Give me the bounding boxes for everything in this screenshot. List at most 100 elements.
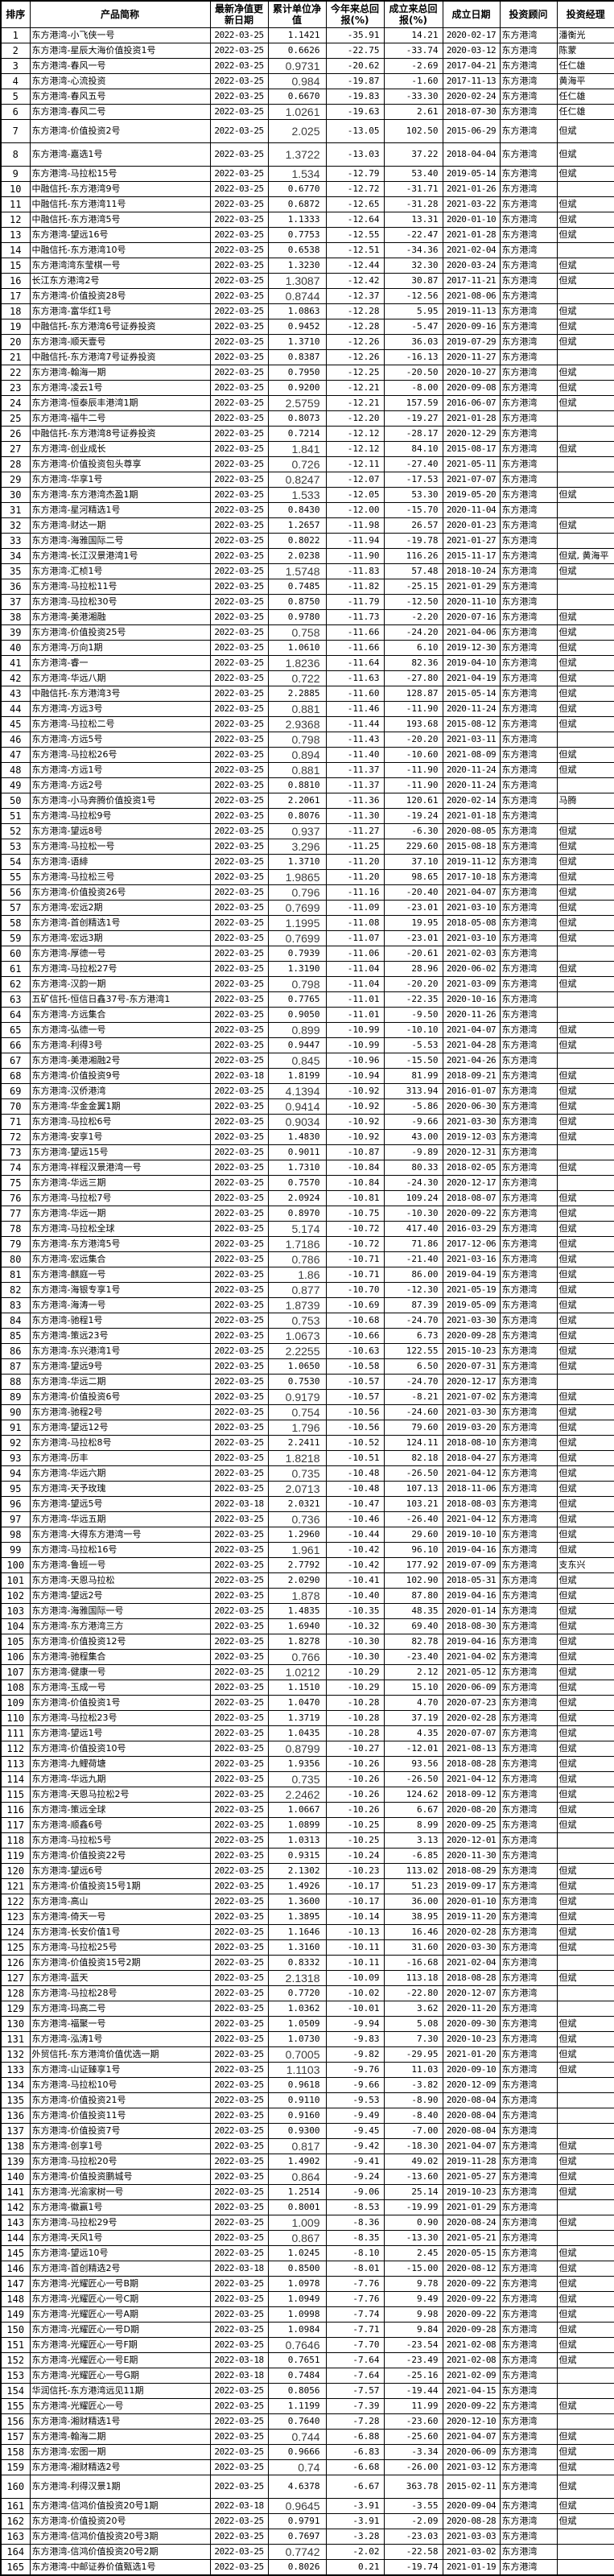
cumulative-nav-cell: 2.0924 [267,1189,327,1206]
advisor-cell: 东方港湾 [499,303,558,319]
cumulative-nav-cell: 1.961 [267,1541,327,1558]
product-name-cell: 东方港湾-凌云1号 [29,379,211,396]
ytd-return-cell: -10.96 [325,1052,385,1069]
product-name-cell: 东方港湾-创享1号 [29,2137,211,2154]
rank-cell: 70 [0,1098,31,1115]
rank-cell: 106 [0,1648,31,1665]
advisor-cell: 东方港湾 [499,1740,558,1757]
cumulative-nav-cell: 1.8218 [267,1449,327,1466]
inception-return-cell: 37.10 [383,853,443,870]
table-row: 62 东方港湾-汉韵一期 2022-03-25 0.798 -11.04 -20.20 20… [0,975,614,992]
inception-return-cell: 82.78 [383,1633,443,1650]
advisor-cell: 东方港湾 [499,1251,558,1267]
nav-update-date-cell: 2022-03-25 [209,624,269,641]
inception-return-cell: 51.23 [383,1877,443,1894]
manager-cell [556,2076,614,2093]
rank-cell: 139 [0,2153,31,2170]
inception-return-cell: 9.84 [383,2321,443,2338]
column-header-advisor: 投资顾问 [499,0,558,28]
inception-date-cell: 2017-04-21 [442,57,501,74]
product-name-cell: 东方港湾-顺鑫6号 [29,1816,211,1833]
nav-update-date-cell: 2022-03-25 [209,2397,269,2414]
cumulative-nav-cell: 0.937 [267,822,327,839]
inception-date-cell: 2020-09-30 [442,2015,501,2032]
advisor-cell: 东方港湾 [499,118,558,143]
cumulative-nav-cell: 1.0313 [267,1832,327,1849]
rank-cell: 85 [0,1327,31,1344]
nav-update-date-cell: 2022-03-25 [209,1587,269,1604]
inception-date-cell: 2020-01-10 [442,1893,501,1910]
table-row: 24 东方港湾-恒泰辰丰港湾1期 2022-03-25 2.5759 -12.21 157… [0,394,614,411]
rank-cell: 140 [0,2168,31,2185]
nav-update-date-cell: 2022-03-25 [209,960,269,977]
cumulative-nav-cell: 1.0509 [267,2015,327,2032]
rank-cell: 46 [0,731,31,748]
manager-cell: 支东兴 [556,1556,614,1573]
inception-date-cell: 2020-09-16 [442,318,501,335]
advisor-cell: 东方港湾 [499,2244,558,2261]
nav-update-date-cell: 2022-03-25 [209,1801,269,1818]
ytd-return-cell: -9.41 [325,2153,385,2170]
table-row: 116 东方港湾-策远全球 2022-03-25 1.0667 -10.26 6.67 20… [0,1801,614,1818]
inception-return-cell: -9.50 [383,1006,443,1023]
manager-cell: 任仁雄 [556,57,614,74]
nav-update-date-cell: 2022-03-18 [209,2351,269,2368]
table-row: 65 东方港湾-弘德一号 2022-03-25 0.899 -10.99 -10.10 20… [0,1021,614,1038]
advisor-cell: 东方港湾 [499,578,558,595]
advisor-cell: 东方港湾 [499,715,558,732]
ytd-return-cell: -10.92 [325,1082,385,1099]
inception-date-cell: 2021-01-18 [442,807,501,824]
cumulative-nav-cell: 1.3230 [267,257,327,274]
inception-return-cell: 19.95 [383,914,443,931]
product-name-cell: 东方港湾-湘财精选1号 [29,2413,211,2430]
cumulative-nav-cell: 0.9011 [267,1144,327,1160]
column-header-nav-update-date: 最新净值更新日期 [209,0,269,28]
nav-update-date-cell: 2022-03-25 [209,318,269,335]
advisor-cell: 东方港湾 [499,2351,558,2368]
nav-update-date-cell: 2022-03-25 [209,608,269,625]
table-row: 5 东方港湾-春风五号 2022-03-25 0.6670 -19.83 -33.30 20… [0,88,614,105]
inception-date-cell: 2020-12-09 [442,2076,501,2093]
nav-update-date-cell: 2022-03-25 [209,1052,269,1069]
inception-return-cell: 81.99 [383,1067,443,1084]
product-name-cell: 东方港湾-天恩马拉松2号 [29,1786,211,1803]
manager-cell: 但斌 [556,1388,614,1405]
table-row: 99 东方港湾-马拉松16号 2022-03-25 1.961 -10.42 96.10 2… [0,1541,614,1558]
cumulative-nav-cell: 1.3087 [267,272,327,289]
rank-cell: 43 [0,685,31,702]
ytd-return-cell: -11.37 [325,761,385,778]
table-row: 151 东方港湾-光耀匠心一号F期 2022-03-25 0.7646 -7.70 -23… [0,2336,614,2353]
rank-cell: 94 [0,1465,31,1482]
table-row: 53 东方港湾-马拉松一号 2022-03-25 3.296 -11.25 229.60 2… [0,838,614,855]
cumulative-nav-cell: 0.798 [267,731,327,748]
nav-update-date-cell: 2022-03-25 [209,1251,269,1267]
inception-date-cell: 2019-11-12 [442,853,501,870]
inception-date-cell: 2019-04-19 [442,1266,501,1283]
advisor-cell: 东方港湾 [499,2199,558,2215]
ytd-return-cell: -12.65 [325,196,385,212]
product-name-cell: 东方港湾-汉侨港湾 [29,1082,211,1099]
manager-cell: 但斌 [556,1205,614,1222]
table-row: 67 东方港湾-美港湘融2号 2022-03-25 0.845 -10.96 -15.50… [0,1052,614,1069]
nav-update-date-cell: 2022-03-25 [209,1725,269,1741]
inception-date-cell: 2020-10-16 [442,991,501,1008]
nav-update-date-cell: 2022-03-25 [209,1877,269,1894]
cumulative-nav-cell: 1.1103 [267,2061,327,2078]
product-name-cell: 东方港湾-心流投资 [29,72,211,89]
ytd-return-cell: -2.02 [325,2543,385,2560]
rank-cell: 155 [0,2397,31,2414]
advisor-cell: 东方港湾 [499,2275,558,2292]
advisor-cell: 东方港湾 [499,2512,558,2529]
cumulative-nav-cell: 0.9780 [267,608,327,625]
inception-return-cell: 128.87 [383,685,443,702]
table-row: 125 东方港湾-马拉松25号 2022-03-25 1.3160 -10.11 31.6… [0,1939,614,1956]
ytd-return-cell: -11.06 [325,945,385,962]
ytd-return-cell: -8.10 [325,2244,385,2261]
table-row: 44 东方港湾-方远3号 2022-03-25 0.881 -11.46 -11.90 20… [0,700,614,717]
inception-return-cell: -9.89 [383,1144,443,1160]
manager-cell: 但斌, 黄海平 [556,547,614,564]
manager-cell: 但斌 [556,2336,614,2353]
manager-cell: 但斌 [556,2183,614,2200]
manager-cell: 但斌 [556,1572,614,1589]
inception-return-cell: -19.24 [383,807,443,824]
